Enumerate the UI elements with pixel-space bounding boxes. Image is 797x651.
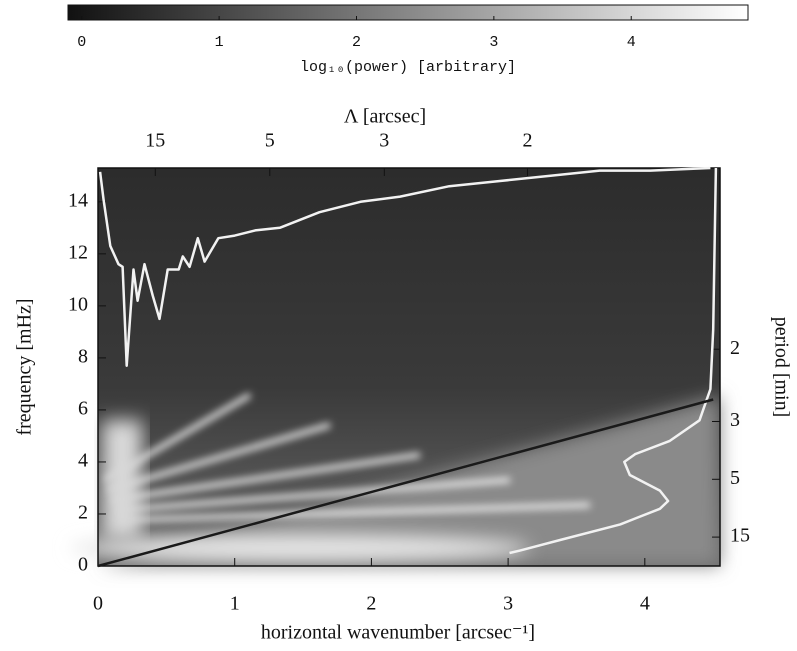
x2-tick-label: 3: [379, 130, 389, 152]
colorbar-label: log₁₀(power) [arbitrary]: [300, 59, 516, 76]
x-tick-label: 0: [93, 593, 103, 615]
y2-tick-label: 3: [730, 409, 740, 431]
x2-tick-label: 15: [145, 130, 165, 152]
y2-axis-label: period [min]: [770, 317, 792, 418]
x2-tick-label: 2: [522, 130, 532, 152]
colorbar: [67, 4, 749, 21]
y-tick-label: 4: [78, 450, 88, 472]
colorbar-tick-label: 3: [489, 34, 498, 51]
x-tick-label: 2: [366, 593, 376, 615]
y2-tick-label: 5: [730, 467, 740, 489]
x-tick-label: 4: [640, 593, 650, 615]
y-tick-label: 12: [68, 241, 88, 263]
y-tick-label: 8: [78, 345, 88, 367]
colorbar-tick-label: 0: [77, 34, 86, 51]
data-line: [97, 398, 714, 568]
colorbar-tick-label: 2: [352, 34, 361, 51]
x-axis-label: horizontal wavenumber [arcsec⁻¹]: [261, 622, 535, 644]
y2-tick-label: 15: [730, 525, 750, 547]
x2-axis-label: Λ [arcsec]: [344, 106, 426, 128]
x-tick-label: 3: [503, 593, 513, 615]
y-tick-label: 2: [78, 502, 88, 524]
colorbar-tick-label: 4: [627, 34, 636, 51]
y-tick-label: 10: [68, 293, 88, 315]
y-axis-label: frequency [mHz]: [14, 298, 36, 435]
y-tick-label: 0: [78, 554, 88, 576]
power-map: [70, 168, 720, 566]
y-tick-label: 6: [78, 398, 88, 420]
data-line: [509, 167, 718, 555]
y-tick-label: 14: [68, 189, 88, 211]
y2-tick-label: 2: [730, 337, 740, 359]
x2-tick-label: 5: [265, 130, 275, 152]
data-line: [98, 166, 711, 367]
x-tick-label: 1: [230, 593, 240, 615]
plot-frame: [97, 167, 721, 567]
colorbar-tick-label: 1: [215, 34, 224, 51]
